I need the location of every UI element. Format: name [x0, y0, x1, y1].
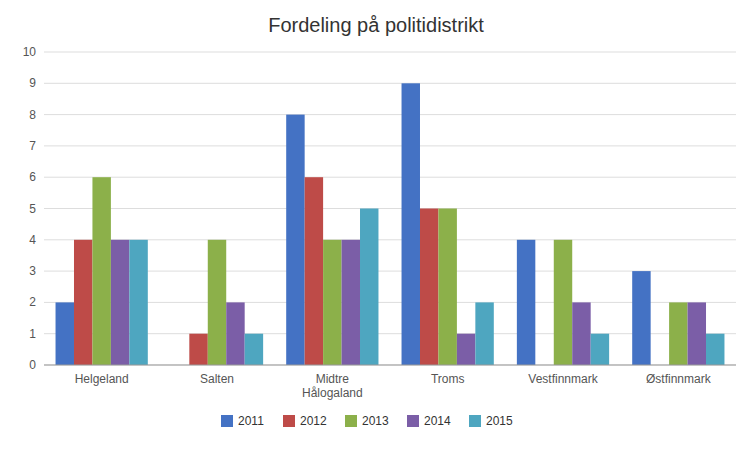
x-tick-label-line: Vestfinnmark: [528, 372, 598, 386]
bar: [92, 177, 110, 365]
bar: [305, 177, 323, 365]
y-tick-label: 9: [29, 76, 36, 90]
bar: [475, 302, 493, 365]
bar: [688, 302, 706, 365]
y-tick-label: 5: [29, 202, 36, 216]
bar: [189, 334, 207, 365]
bar: [360, 209, 378, 366]
x-tick-label-line: Hålogaland: [302, 386, 363, 400]
bar: [342, 240, 360, 365]
grid-line: [44, 365, 736, 366]
bar: [554, 240, 572, 365]
bars: [56, 83, 725, 365]
bar: [457, 334, 475, 365]
y-tick-label: 8: [29, 108, 36, 122]
grid: [44, 52, 736, 365]
grid-line: [44, 145, 736, 146]
legend-swatch: [283, 415, 295, 427]
bar: [208, 240, 226, 365]
x-axis: Helgeland Salten MidtreHålogaland Troms Vest…: [75, 372, 712, 400]
legend-swatch: [407, 415, 419, 427]
y-tick-label: 2: [29, 295, 36, 309]
legend: 2011 2012 2013 2014 2015: [221, 414, 513, 428]
legend-swatch: [345, 415, 357, 427]
bar: [111, 240, 129, 365]
bar: [323, 240, 341, 365]
legend-label: 2014: [424, 414, 451, 428]
legend-label: 2015: [486, 414, 513, 428]
bar: [438, 209, 456, 366]
x-tick-label: Vestfinnmark: [528, 372, 598, 386]
x-tick-label: Helgeland: [75, 372, 129, 386]
x-tick-label-line: Østfinnmark: [646, 372, 712, 386]
bar: [226, 302, 244, 365]
bar: [245, 334, 263, 365]
y-tick-label: 7: [29, 139, 36, 153]
bar: [517, 240, 535, 365]
grid-line: [44, 114, 736, 115]
chart-svg: Fordeling på politidistrikt 0 1 2 3 4 5 6 7 8 9 10 H…: [0, 0, 752, 451]
x-tick-label: MidtreHålogaland: [302, 372, 363, 400]
x-tick-label: Østfinnmark: [646, 372, 712, 386]
legend-swatch: [221, 415, 233, 427]
x-tick-label-line: Helgeland: [75, 372, 129, 386]
legend-label: 2012: [300, 414, 327, 428]
bar: [56, 302, 74, 365]
x-tick-label: Troms: [431, 372, 465, 386]
bar: [420, 209, 438, 366]
legend-label: 2011: [238, 414, 264, 428]
y-tick-label: 4: [29, 233, 36, 247]
x-tick-label-line: Troms: [431, 372, 465, 386]
y-tick-label: 6: [29, 170, 36, 184]
chart-container: Fordeling på politidistrikt 0 1 2 3 4 5 6 7 8 9 10 H…: [0, 0, 752, 451]
bar: [669, 302, 687, 365]
legend-swatch: [469, 415, 481, 427]
bar: [706, 334, 724, 365]
legend-label: 2013: [362, 414, 389, 428]
grid-line: [44, 208, 736, 209]
y-axis: 0 1 2 3 4 5 6 7 8 9 10: [23, 45, 37, 372]
x-tick-label-line: Midtre: [316, 372, 350, 386]
grid-line: [44, 177, 736, 178]
grid-line: [44, 52, 736, 53]
chart-title: Fordeling på politidistrikt: [268, 14, 484, 36]
bar: [402, 83, 420, 365]
x-tick-label-line: Salten: [200, 372, 234, 386]
bar: [74, 240, 92, 365]
x-tick-label: Salten: [200, 372, 234, 386]
bar: [572, 302, 590, 365]
y-tick-label: 0: [29, 358, 36, 372]
y-tick-label: 3: [29, 264, 36, 278]
bar: [129, 240, 147, 365]
bar: [286, 115, 304, 365]
bar: [632, 271, 650, 365]
y-tick-label: 10: [23, 45, 37, 59]
y-tick-label: 1: [29, 327, 36, 341]
bar: [591, 334, 609, 365]
x-axis-line: [44, 365, 736, 366]
grid-line: [44, 83, 736, 84]
